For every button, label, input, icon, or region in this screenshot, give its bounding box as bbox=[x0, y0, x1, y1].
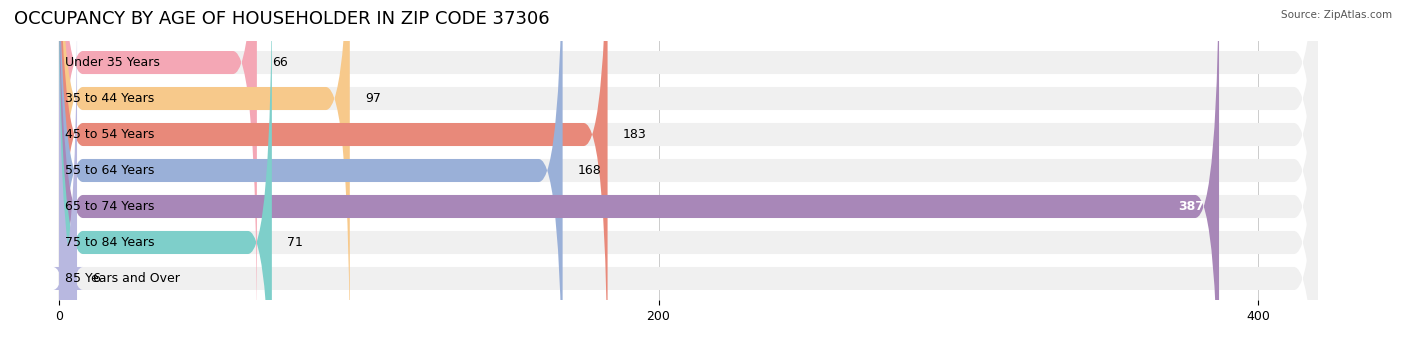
FancyBboxPatch shape bbox=[59, 0, 1317, 339]
FancyBboxPatch shape bbox=[59, 0, 1317, 341]
FancyBboxPatch shape bbox=[59, 0, 257, 339]
Text: 71: 71 bbox=[287, 236, 302, 249]
FancyBboxPatch shape bbox=[59, 0, 1219, 341]
FancyBboxPatch shape bbox=[59, 0, 1317, 341]
Text: 75 to 84 Years: 75 to 84 Years bbox=[65, 236, 155, 249]
Text: 65 to 74 Years: 65 to 74 Years bbox=[65, 200, 155, 213]
Text: Under 35 Years: Under 35 Years bbox=[65, 56, 160, 69]
Text: 387: 387 bbox=[1178, 200, 1204, 213]
FancyBboxPatch shape bbox=[59, 2, 1317, 341]
Text: 45 to 54 Years: 45 to 54 Years bbox=[65, 128, 155, 141]
FancyBboxPatch shape bbox=[59, 0, 271, 341]
FancyBboxPatch shape bbox=[53, 2, 83, 341]
Text: 97: 97 bbox=[364, 92, 381, 105]
FancyBboxPatch shape bbox=[59, 0, 607, 341]
FancyBboxPatch shape bbox=[59, 0, 1317, 341]
FancyBboxPatch shape bbox=[59, 0, 350, 341]
Text: 183: 183 bbox=[623, 128, 647, 141]
Text: OCCUPANCY BY AGE OF HOUSEHOLDER IN ZIP CODE 37306: OCCUPANCY BY AGE OF HOUSEHOLDER IN ZIP C… bbox=[14, 10, 550, 28]
Text: 168: 168 bbox=[578, 164, 602, 177]
Text: 55 to 64 Years: 55 to 64 Years bbox=[65, 164, 155, 177]
Text: 6: 6 bbox=[91, 272, 100, 285]
Text: 35 to 44 Years: 35 to 44 Years bbox=[65, 92, 155, 105]
Text: Source: ZipAtlas.com: Source: ZipAtlas.com bbox=[1281, 10, 1392, 20]
FancyBboxPatch shape bbox=[59, 0, 562, 341]
Text: 66: 66 bbox=[271, 56, 288, 69]
Text: 85 Years and Over: 85 Years and Over bbox=[65, 272, 180, 285]
FancyBboxPatch shape bbox=[59, 0, 1317, 341]
FancyBboxPatch shape bbox=[59, 0, 1317, 341]
